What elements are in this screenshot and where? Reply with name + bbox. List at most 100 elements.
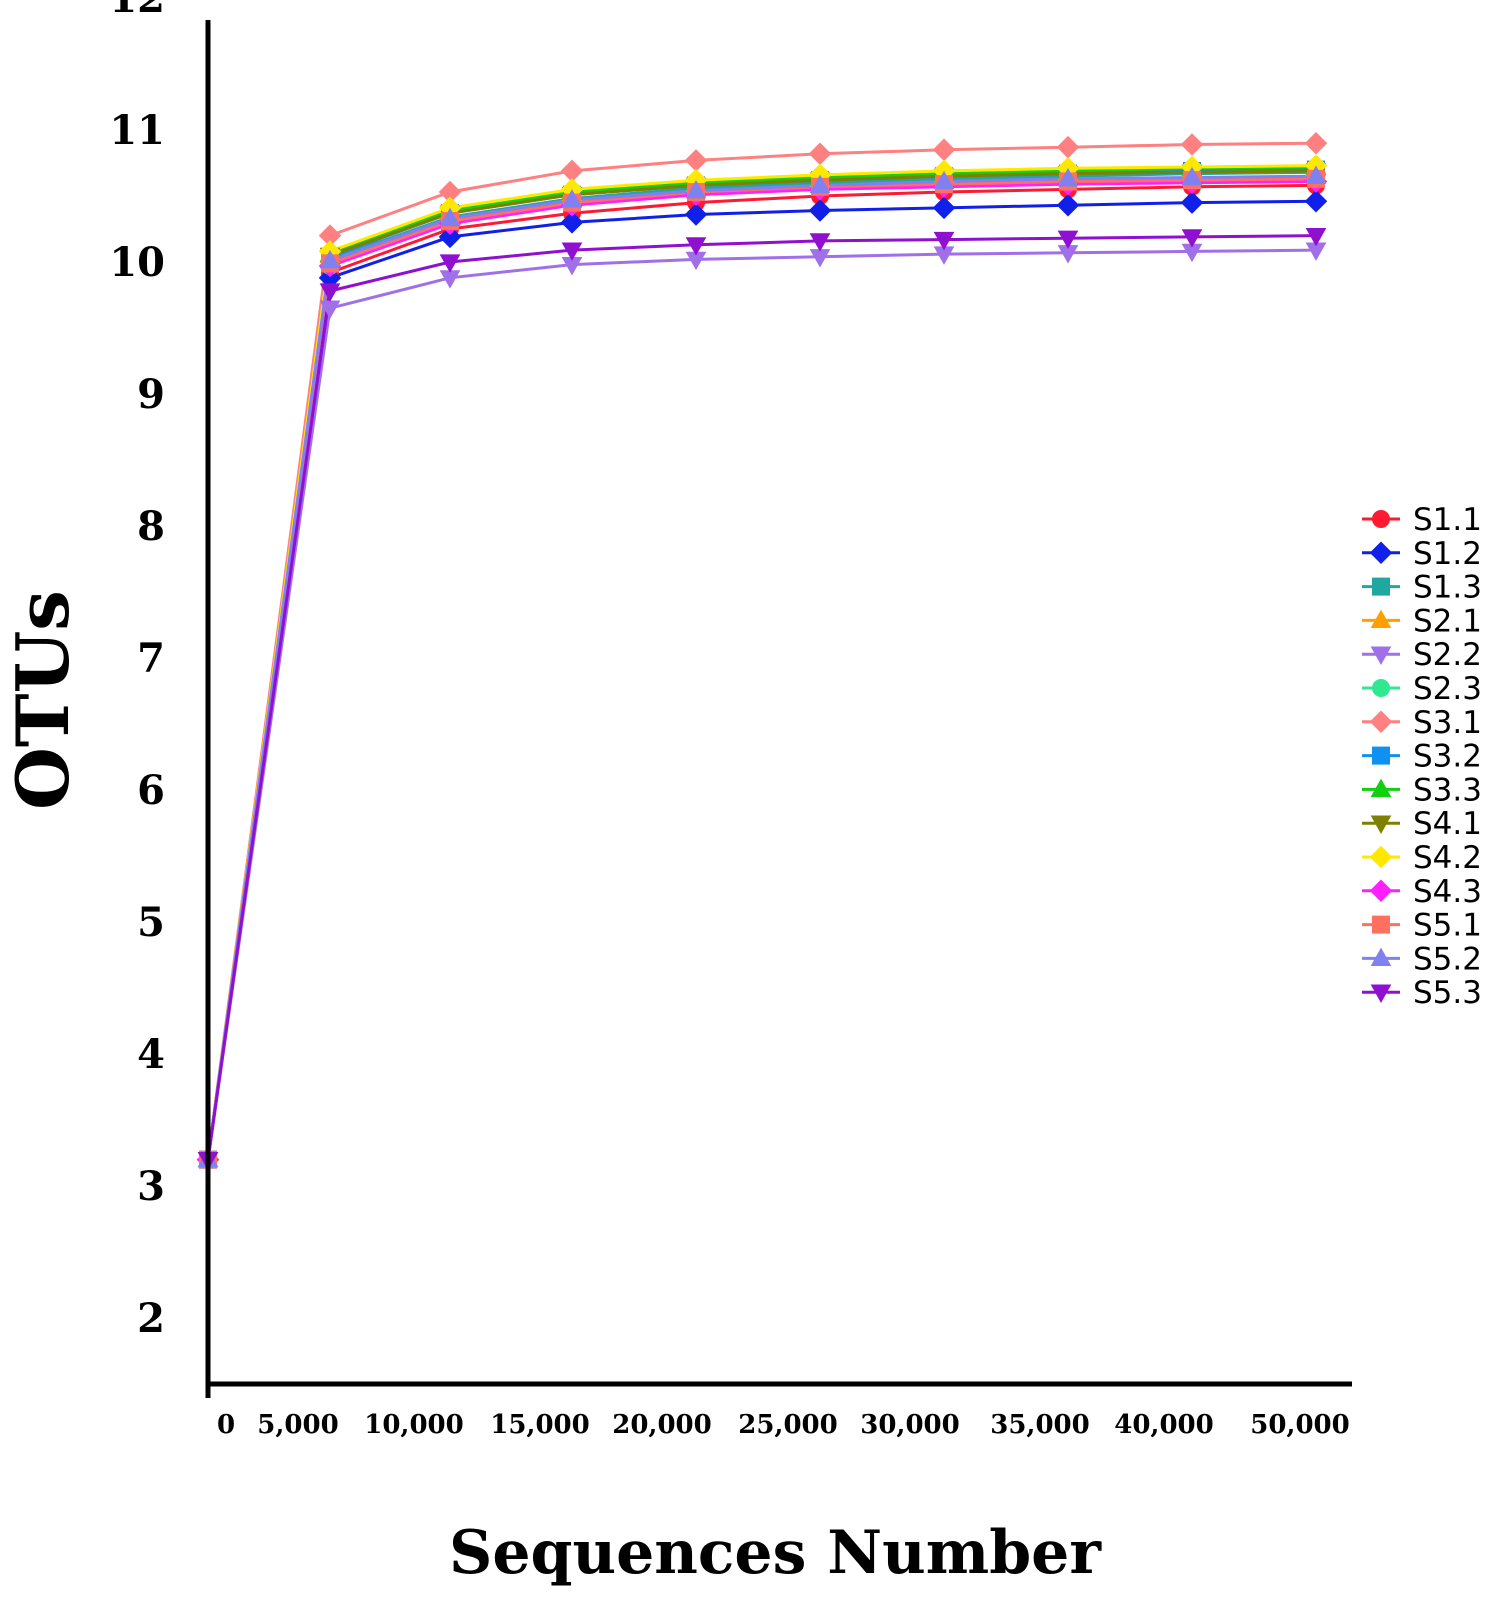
data-point-s5-3 <box>685 237 707 256</box>
y-tick-label: 3 <box>137 1163 165 1210</box>
data-point-s2-2 <box>933 246 955 265</box>
series-line-s2-3 <box>206 178 1317 1160</box>
legend-label-s4-3: S4.3 <box>1413 874 1482 910</box>
legend-label-s1-1: S1.1 <box>1413 502 1482 538</box>
data-point-s5-2 <box>439 207 461 227</box>
series-line-s5-3 <box>206 234 1317 1160</box>
legend-label-s5-3: S5.3 <box>1413 975 1482 1011</box>
x-tick-label: 35,000 <box>990 1410 1090 1440</box>
x-tick-label: 25,000 <box>738 1410 838 1440</box>
legend-marker-s3-2 <box>1372 746 1390 765</box>
legend-marker-s2-3 <box>1372 679 1390 697</box>
legend-marker-s3-1 <box>1369 710 1393 734</box>
y-tick-label: 6 <box>137 767 165 814</box>
y-tick-label: 10 <box>109 239 165 286</box>
legend-label-s1-3: S1.3 <box>1413 570 1482 606</box>
data-point-s5-2 <box>319 249 341 269</box>
legend: S1.1S1.2S1.3S2.1S2.2S2.3S3.1S3.2S3.3S4.1… <box>1362 502 1482 1011</box>
data-point-s5-2 <box>933 170 955 190</box>
series-line-s1-1 <box>206 183 1317 1160</box>
x-tick-label: 50,000 <box>1250 1410 1350 1440</box>
legend-marker-s2-2 <box>1370 646 1392 665</box>
series-line-s5-1 <box>206 177 1317 1160</box>
data-point-s1-2 <box>438 225 462 249</box>
series-line-s4-1 <box>206 169 1317 1160</box>
plot-lines <box>206 141 1317 1160</box>
data-point-s3-1 <box>318 224 342 247</box>
legend-label-s3-1: S3.1 <box>1413 705 1482 741</box>
x-tick-labels: 0 5,000 10,000 15,000 20,000 25,000 30,000 35,0… <box>217 1410 1350 1440</box>
series-line-s3-2 <box>206 168 1317 1160</box>
data-point-s2-2 <box>1057 245 1079 264</box>
y-tick-labels: 2 3 4 5 6 7 8 9 10 11 12 <box>109 0 165 1342</box>
legend-marker-s1-3 <box>1372 577 1390 596</box>
data-point-s5-3 <box>933 231 955 251</box>
series-line-s4-3 <box>206 180 1317 1160</box>
data-point-s3-1 <box>1056 135 1080 159</box>
y-tick-label: 11 <box>109 107 165 154</box>
data-point-s5-3 <box>1305 227 1327 247</box>
legend-label-s3-2: S3.2 <box>1413 739 1482 775</box>
legend-label-s2-3: S2.3 <box>1413 671 1482 707</box>
data-point-s1-2 <box>1056 193 1080 217</box>
data-point-s2-2 <box>809 249 831 268</box>
data-point-s5-2 <box>809 174 831 194</box>
series-line-s2-1 <box>206 166 1317 1160</box>
series-line-s2-2 <box>206 248 1317 1160</box>
data-point-s3-1 <box>438 180 462 204</box>
x-tick-label: 40,000 <box>1114 1410 1214 1440</box>
legend-marker-s4-1 <box>1370 815 1392 834</box>
legend-marker-s1-2 <box>1369 541 1393 565</box>
x-tick-label: 30,000 <box>860 1410 960 1440</box>
x-tick-label: 10,000 <box>364 1410 464 1440</box>
legend-marker-s1-1 <box>1372 510 1390 528</box>
plot-markers <box>196 131 1328 1171</box>
data-point-s5-2 <box>685 179 707 199</box>
y-tick-label: 7 <box>137 635 165 682</box>
data-point-s2-2 <box>561 256 583 276</box>
data-point-s2-2 <box>685 251 707 271</box>
data-point-s3-1 <box>560 159 584 183</box>
legend-label-s4-2: S4.2 <box>1413 840 1482 876</box>
series-line-s3-3 <box>206 165 1317 1160</box>
legend-label-s1-2: S1.2 <box>1413 536 1482 572</box>
legend-label-s2-2: S2.2 <box>1413 637 1482 673</box>
data-point-s3-1 <box>684 149 708 172</box>
series-line-s5-2 <box>206 174 1317 1160</box>
series-line-s4-2 <box>206 164 1317 1160</box>
data-point-s5-3 <box>319 283 341 302</box>
x-axis-title: Sequences Number <box>449 1518 1102 1588</box>
data-point-s5-2 <box>1305 165 1327 184</box>
y-tick-label: 12 <box>109 0 165 22</box>
data-point-s2-2 <box>319 300 341 319</box>
data-point-s3-1 <box>808 142 832 166</box>
data-point-s5-3 <box>1181 229 1203 248</box>
data-point-s3-1 <box>1304 131 1328 155</box>
y-tick-label: 4 <box>137 1031 165 1078</box>
y-tick-label: 2 <box>137 1295 165 1342</box>
data-point-s1-2 <box>808 199 832 222</box>
y-tick-label: 9 <box>137 371 165 418</box>
legend-label-s4-1: S4.1 <box>1413 806 1482 842</box>
legend-label-s5-2: S5.2 <box>1413 941 1482 977</box>
legend-label-s3-3: S3.3 <box>1413 772 1482 808</box>
data-point-s2-2 <box>439 270 461 289</box>
data-point-s5-3 <box>1057 230 1079 250</box>
data-point-s1-2 <box>1180 191 1204 214</box>
legend-marker-s4-2 <box>1369 845 1393 869</box>
data-point-s5-2 <box>1057 168 1079 187</box>
x-tick-label: 0 <box>217 1410 235 1440</box>
data-point-s5-2 <box>1181 166 1203 186</box>
y-axis-title: OTUs <box>0 590 85 810</box>
y-tick-label: 8 <box>137 503 165 550</box>
data-point-s5-3 <box>439 254 461 273</box>
data-point-s1-2 <box>560 211 584 234</box>
data-point-s5-3 <box>561 242 583 261</box>
data-point-s5-3 <box>809 233 831 252</box>
data-point-s3-1 <box>932 138 956 162</box>
y-tick-label: 5 <box>137 899 165 946</box>
legend-marker-s5-2 <box>1370 947 1392 967</box>
legend-marker-s3-3 <box>1370 778 1392 798</box>
data-point-s2-2 <box>1305 242 1327 261</box>
data-point-s1-2 <box>932 196 956 220</box>
